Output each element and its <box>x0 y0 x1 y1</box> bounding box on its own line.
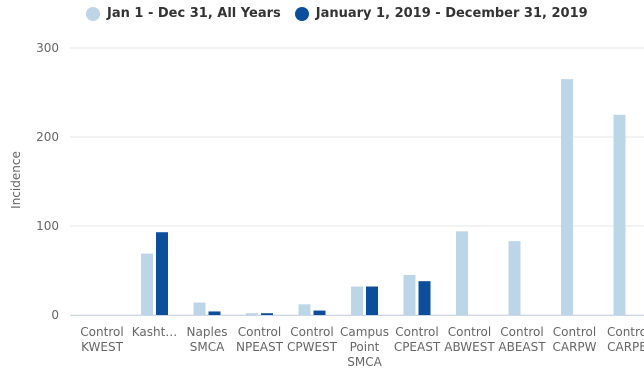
bar-all-years[interactable] <box>298 304 311 315</box>
legend-item-2019[interactable]: January 1, 2019 - December 31, 2019 <box>294 6 588 21</box>
legend-swatch-all-years <box>86 6 100 21</box>
bar-all-years[interactable] <box>141 253 153 315</box>
bar-2019[interactable] <box>313 310 326 315</box>
legend-label-2019: January 1, 2019 - December 31, 2019 <box>315 6 588 21</box>
bar-all-years[interactable] <box>246 313 258 315</box>
bar-all-years[interactable] <box>351 286 363 315</box>
bar-2019[interactable] <box>208 311 221 315</box>
bar-all-years[interactable] <box>613 114 626 315</box>
y-tick-label: 300 <box>36 41 59 55</box>
x-tick-label: Control CARPW <box>552 325 596 354</box>
bar-all-years[interactable] <box>403 274 416 315</box>
legend-swatch-2019 <box>294 6 309 21</box>
bar-2019[interactable] <box>418 281 431 315</box>
bar-all-years[interactable] <box>193 302 206 315</box>
x-tick-label: Naples SMCA <box>187 325 228 354</box>
bar-all-years[interactable] <box>508 241 521 315</box>
x-tick-label: Campus Point SMCA <box>340 325 389 368</box>
y-tick-label: 200 <box>36 130 59 144</box>
bar-2019[interactable] <box>261 313 273 315</box>
x-tick-label: Control KWEST <box>80 325 123 354</box>
x-tick-label: Control ABWEST <box>444 325 495 354</box>
x-tick-label: Control CPEAST <box>394 325 441 354</box>
y-tick-label: 100 <box>36 219 59 233</box>
legend-label-all-years: Jan 1 - Dec 31, All Years <box>107 6 281 21</box>
x-tick-label: Control ABEAST <box>498 325 546 354</box>
legend-item-all-years[interactable]: Jan 1 - Dec 31, All Years <box>86 6 281 21</box>
bar-2019[interactable] <box>156 232 168 315</box>
bar-all-years[interactable] <box>456 231 468 315</box>
bar-2019[interactable] <box>366 286 378 315</box>
y-tick-label: 0 <box>51 308 59 322</box>
chart-legend: Jan 1 - Dec 31, All Years January 1, 201… <box>86 6 602 21</box>
x-tick-label: Control NPEAST <box>236 325 284 354</box>
x-tick-label: Control CPWEST <box>287 325 338 354</box>
x-tick-label: Kasht… <box>132 325 178 339</box>
bar-all-years[interactable] <box>561 79 573 316</box>
x-tick-label: Contro CARPE <box>607 325 644 354</box>
